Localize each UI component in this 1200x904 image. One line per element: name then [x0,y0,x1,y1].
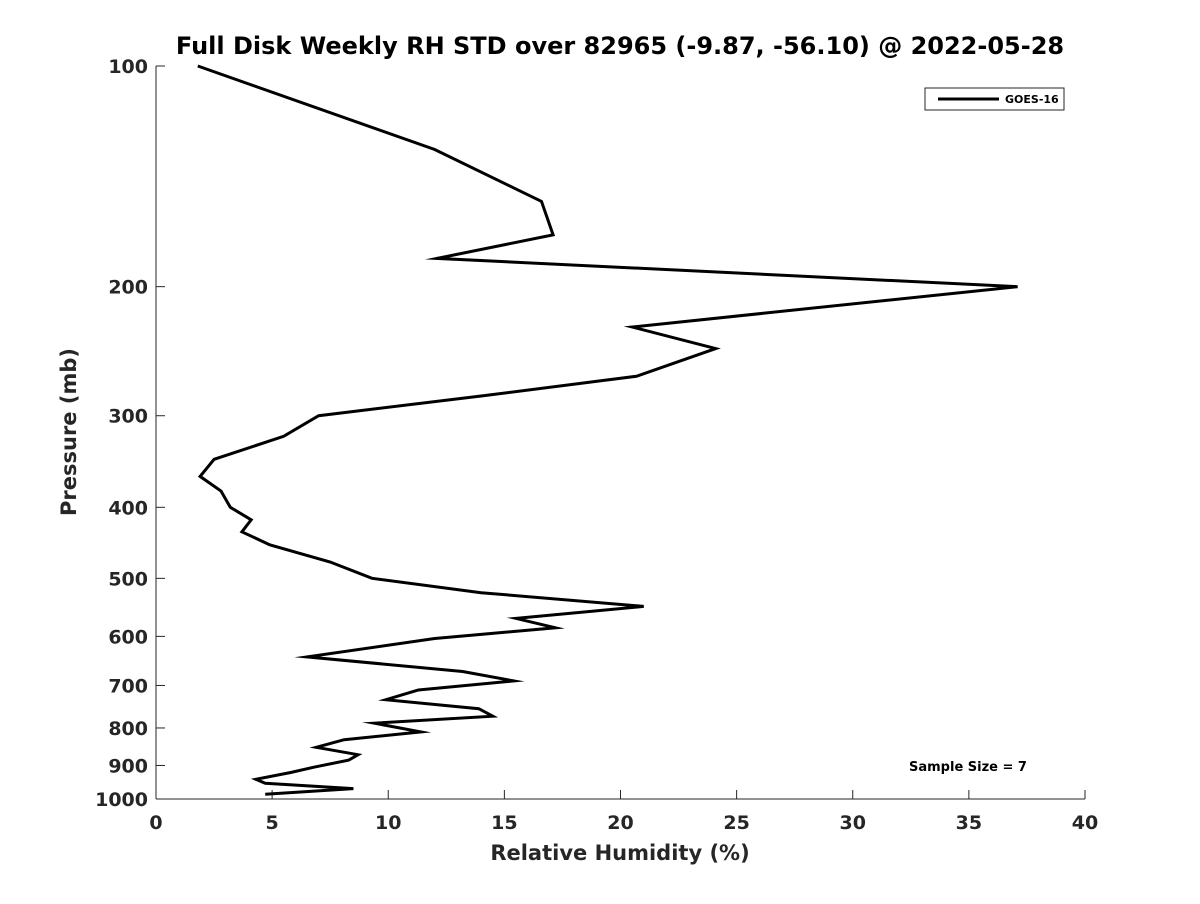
y-tick-label: 800 [108,718,148,740]
y-tick-label: 100 [108,56,148,78]
y-tick-label: 300 [108,406,148,428]
legend: GOES-16 [924,87,1065,111]
y-tick-label: 500 [108,568,148,590]
x-tick-label: 40 [1072,812,1098,834]
x-tick-label: 15 [491,812,517,834]
x-tick-label: 35 [956,812,982,834]
x-tick-label: 10 [375,812,401,834]
y-tick-label: 600 [108,626,148,648]
y-tick-label: 700 [108,675,148,697]
x-tick-label: 25 [723,812,749,834]
y-tick-label: 400 [108,497,148,519]
y-tick-label: 200 [108,277,148,299]
x-tick-label: 20 [607,812,633,834]
sample-size-annotation: Sample Size = 7 [909,760,1027,775]
axes [155,66,1085,800]
series-layer [197,64,1018,796]
y-tick-label: 1000 [95,789,148,811]
x-axis-label: Relative Humidity (%) [490,841,749,865]
y-axis-label: Pressure (mb) [57,348,81,516]
x-tick-label: 0 [149,812,162,834]
x-axis-ticks: 0 5 10 15 20 25 30 35 40 [149,790,1098,834]
series-line-goes-16 [197,64,1018,796]
x-tick-label: 30 [840,812,866,834]
y-tick-label: 900 [108,755,148,777]
x-tick-label: 5 [266,812,279,834]
legend-label-goes-16: GOES-16 [1005,93,1059,106]
chart-title: Full Disk Weekly RH STD over 82965 (-9.8… [176,32,1064,60]
y-axis-ticks: 100 200 300 400 500 600 700 800 900 1000 [95,56,165,811]
